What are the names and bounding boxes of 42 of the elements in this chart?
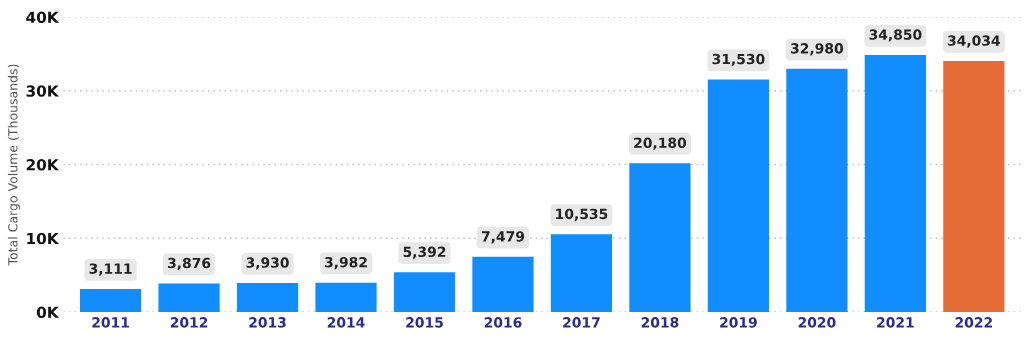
y-tick-label: 0K (36, 306, 60, 319)
data-label: 31,530 (712, 53, 765, 67)
x-tick-label: 2014 (327, 317, 365, 328)
data-label: 32,980 (791, 43, 844, 56)
x-tick-label: 2016 (484, 317, 522, 328)
x-tick-label: 2020 (798, 317, 836, 328)
data-label: 3,111 (89, 263, 132, 276)
y-tick-label: 40K (26, 11, 60, 24)
y-tick-label: 10K (27, 232, 60, 245)
x-tick-label: 2015 (406, 317, 443, 328)
x-tick-label: 2011 (92, 317, 129, 328)
bar (786, 68, 848, 313)
data-label: 3,930 (246, 257, 289, 270)
data-label: 20,180 (634, 137, 687, 150)
bar (158, 283, 220, 313)
y-axis-title: Total Cargo Volume (Thousands) (7, 64, 20, 266)
data-label: 34,034 (947, 35, 1000, 48)
data-label: 34,850 (869, 29, 922, 42)
data-label: 3,982 (324, 256, 367, 270)
x-tick-label: 2021 (877, 317, 914, 328)
x-tick-label: 2022 (955, 317, 992, 328)
bar (236, 283, 299, 313)
data-label: 7,479 (481, 231, 525, 244)
bar (707, 79, 770, 313)
x-tick-label: 2017 (563, 317, 600, 328)
x-tick-label: 2012 (170, 317, 208, 328)
y-tick-label: 30K (26, 85, 60, 97)
bar (550, 234, 613, 313)
bar (629, 163, 691, 313)
bar (943, 61, 1005, 313)
y-tick-label: 20K (26, 159, 60, 171)
data-label: 10,535 (556, 208, 608, 221)
data-label: 3,876 (168, 257, 211, 271)
x-tick-label: 2018 (641, 317, 679, 328)
bar (864, 55, 926, 313)
bar (315, 282, 377, 313)
data-label: 5,392 (403, 246, 446, 259)
x-tick-label: 2019 (720, 317, 757, 328)
bar (393, 272, 456, 313)
bar (472, 256, 534, 313)
x-tick-label: 2013 (249, 317, 286, 328)
bar (79, 289, 142, 313)
